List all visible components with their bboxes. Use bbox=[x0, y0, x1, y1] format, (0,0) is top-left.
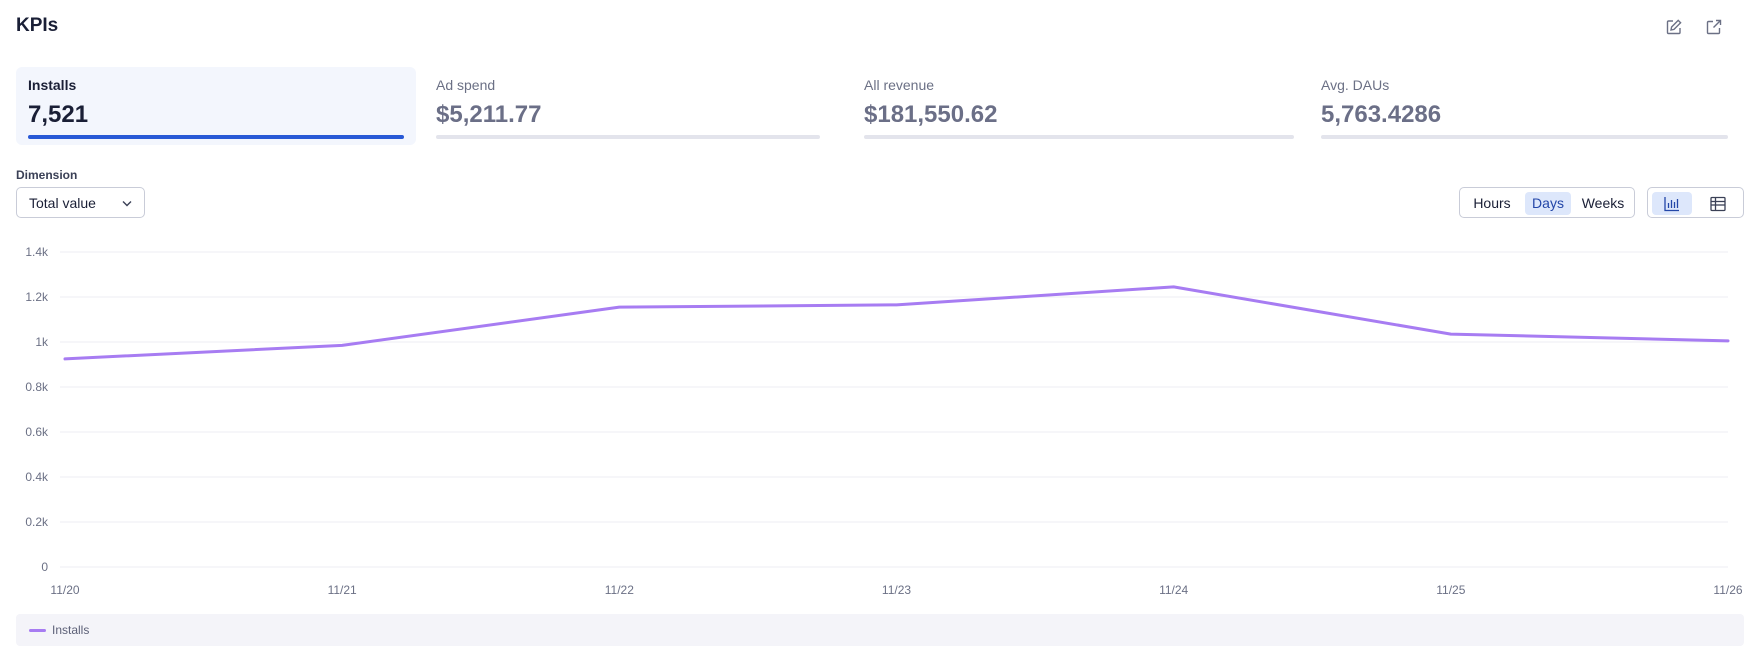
legend-label[interactable]: Installs bbox=[52, 623, 90, 637]
granularity-weeks-button[interactable]: Weeks bbox=[1581, 195, 1625, 211]
x-tick-label: 11/24 bbox=[1159, 583, 1188, 596]
kpi-value: 5,763.4286 bbox=[1321, 101, 1442, 128]
kpi-indicator-bar bbox=[28, 135, 404, 139]
chart-view-button[interactable] bbox=[1652, 192, 1692, 215]
y-tick-label: 0.6k bbox=[25, 425, 49, 439]
granularity-toggle: Hours Days Weeks bbox=[1459, 187, 1635, 218]
header-actions bbox=[1643, 16, 1763, 40]
legend-swatch bbox=[29, 629, 46, 632]
kpi-value: $181,550.62 bbox=[864, 101, 998, 128]
dimension-label: Dimension bbox=[16, 168, 78, 182]
dimension-select[interactable]: Total value bbox=[16, 187, 145, 218]
kpi-label: Avg. DAUs bbox=[1321, 77, 1390, 93]
x-tick-label: 11/20 bbox=[50, 583, 79, 596]
edit-icon bbox=[1666, 19, 1682, 35]
y-tick-label: 1.4k bbox=[25, 245, 49, 259]
dimension-selected-value: Total value bbox=[29, 195, 96, 211]
bar-chart-icon bbox=[1664, 196, 1679, 211]
granularity-days-button[interactable]: Days bbox=[1525, 192, 1571, 215]
export-button[interactable] bbox=[1703, 16, 1725, 38]
kpi-indicator-bar bbox=[436, 135, 820, 139]
kpi-indicator-bar bbox=[864, 135, 1294, 139]
kpi-value: 7,521 bbox=[28, 101, 89, 128]
y-tick-label: 0.2k bbox=[25, 515, 49, 529]
kpi-card-avg-daus[interactable]: Avg. DAUs 5,763.4286 bbox=[1309, 67, 1740, 145]
series-line-installs bbox=[63, 285, 1730, 361]
kpi-indicator-bar bbox=[1321, 135, 1728, 139]
kpi-card-ad-spend[interactable]: Ad spend $5,211.77 bbox=[424, 67, 832, 145]
table-icon bbox=[1710, 196, 1726, 211]
granularity-hours-button[interactable]: Hours bbox=[1473, 195, 1511, 211]
kpi-label: Ad spend bbox=[436, 77, 496, 93]
kpi-label: Installs bbox=[28, 77, 77, 93]
kpi-value: $5,211.77 bbox=[436, 101, 542, 128]
edit-button[interactable] bbox=[1663, 16, 1685, 38]
x-tick-label: 11/26 bbox=[1713, 583, 1742, 596]
installs-line-chart: 0 0.2k 0.4k 0.6k 0.8k 1k 1.2k 1.4k 11/20 11/21 11/… bbox=[25, 245, 1743, 596]
export-icon bbox=[1706, 19, 1722, 35]
table-view-button[interactable] bbox=[1698, 192, 1738, 215]
kpi-label: All revenue bbox=[864, 77, 935, 93]
y-tick-label: 0.4k bbox=[25, 470, 49, 484]
y-tick-label: 1.2k bbox=[25, 290, 49, 304]
x-tick-label: 11/22 bbox=[605, 583, 634, 596]
chevron-down-icon bbox=[122, 201, 132, 207]
page-title: KPIs bbox=[16, 15, 59, 36]
y-tick-label: 1k bbox=[35, 335, 49, 349]
kpi-cards: Installs 7,521 Ad spend $5,211.77 All re… bbox=[16, 67, 1746, 145]
x-tick-label: 11/25 bbox=[1436, 583, 1465, 596]
y-tick-label: 0 bbox=[41, 560, 48, 574]
chart-legend: Installs bbox=[16, 614, 1744, 646]
view-toggle bbox=[1647, 187, 1744, 218]
x-tick-label: 11/21 bbox=[328, 583, 357, 596]
kpi-card-all-revenue[interactable]: All revenue $181,550.62 bbox=[852, 67, 1306, 145]
kpi-card-installs[interactable]: Installs 7,521 bbox=[16, 67, 416, 145]
x-tick-label: 11/23 bbox=[882, 583, 911, 596]
y-tick-label: 0.8k bbox=[25, 380, 49, 394]
